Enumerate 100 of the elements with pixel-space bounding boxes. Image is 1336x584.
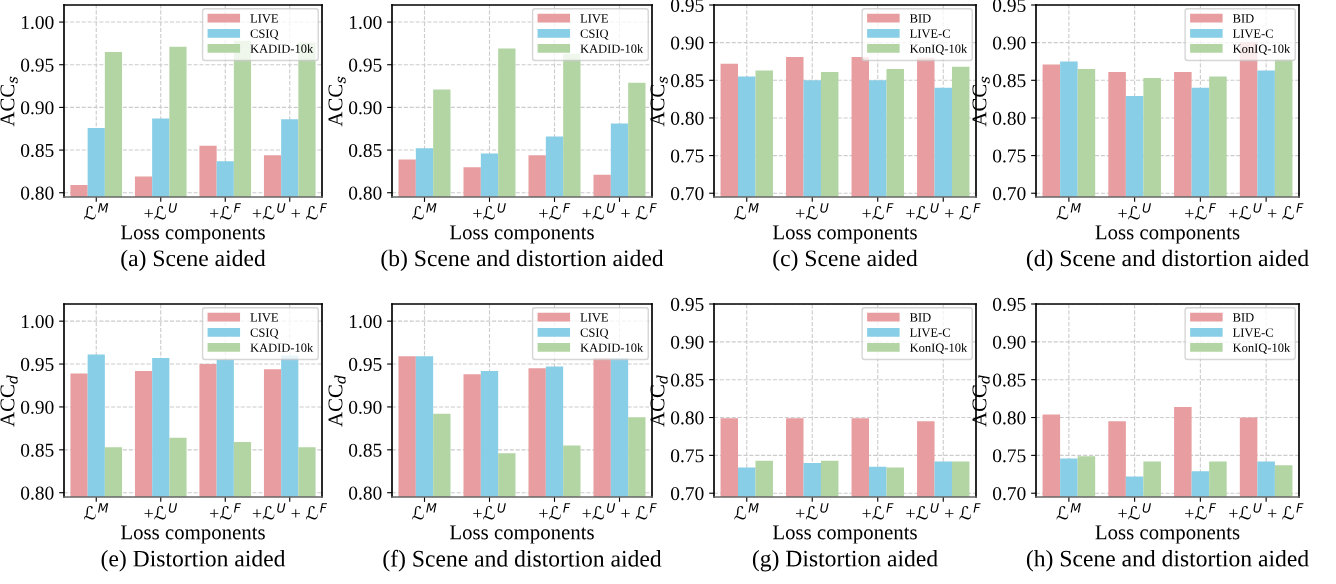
text: (f) Scene and distortion aided xyxy=(383,549,662,572)
y-axis-title: ACC$_{d}$ xyxy=(328,375,346,427)
y-axis-title: ACC$_{s}$ xyxy=(972,76,990,127)
x-tick-label: +ℒ$^{U}$ xyxy=(473,203,506,220)
x-axis-title: Loss components xyxy=(772,525,917,544)
y-tick-label: 0.90 xyxy=(992,36,1026,50)
x-tick-label: ℒ$^{M}$ xyxy=(83,503,109,520)
x-tick-label: +ℒ$^{F}$ xyxy=(209,203,241,220)
x-tick-label: +ℒ$^{U}$ + ℒ$^{F}$ xyxy=(582,503,657,520)
y-tick-label: 0.95 xyxy=(670,297,704,312)
legend-label: KonIQ-10k xyxy=(909,44,968,55)
y-tick-label: 0.95 xyxy=(20,58,54,72)
y-tick-label: 0.85 xyxy=(670,74,704,88)
x-tick-label: +ℒ$^{U}$ xyxy=(144,503,178,520)
y-tick-label: 0.85 xyxy=(670,373,704,387)
x-tick-label: +ℒ$^{U}$ + ℒ$^{F}$ xyxy=(906,503,981,520)
x-tick-label: ℒ$^{M}$ xyxy=(734,503,759,520)
y-tick-label: 0.90 xyxy=(992,335,1026,349)
y-tick-label: 0.70 xyxy=(992,487,1026,501)
y-tick-label: 1.00 xyxy=(21,15,54,30)
x-tick-label: +ℒ$^{F}$ xyxy=(209,503,241,520)
y-tick-label: 0.75 xyxy=(992,149,1026,163)
x-tick-label: ℒ$^{M}$ xyxy=(412,203,437,220)
y-tick-label: 0.80 xyxy=(992,411,1026,425)
y-tick-label: 0.90 xyxy=(20,101,54,115)
y-tick-label: 0.90 xyxy=(20,400,54,414)
y-tick-label: 0.85 xyxy=(20,443,54,457)
legend-label: KonIQ-10k xyxy=(909,343,968,354)
x-axis-title: Loss components xyxy=(449,525,594,544)
y-tick-label: 0.95 xyxy=(992,297,1026,312)
x-axis-title: Loss components xyxy=(772,225,917,244)
legend-label: LIVE xyxy=(580,313,608,322)
y-tick-label: 1.00 xyxy=(349,314,382,329)
legend-label: LIVE xyxy=(250,313,278,322)
x-tick-label: +ℒ$^{U}$ xyxy=(1118,203,1151,220)
y-tick-label: 0.90 xyxy=(670,36,704,50)
legend-label: BID xyxy=(1232,14,1254,23)
y-tick-label: 0.80 xyxy=(670,411,704,425)
y-tick-label: 0.85 xyxy=(348,443,382,457)
x-tick-label: +ℒ$^{F}$ xyxy=(862,503,894,520)
x-tick-label: +ℒ$^{U}$ + ℒ$^{F}$ xyxy=(582,203,657,220)
legend-label: KADID-10k xyxy=(250,44,314,53)
y-tick-label: 1.00 xyxy=(349,15,382,30)
legend-label: KonIQ-10k xyxy=(1232,343,1291,354)
legend-label: CSIQ xyxy=(580,29,609,40)
legend-label: BID xyxy=(909,14,931,23)
x-tick-label: +ℒ$^{U}$ xyxy=(796,203,829,220)
y-tick-label: 0.80 xyxy=(348,186,382,200)
legend-label: LIVE-C xyxy=(909,328,950,337)
legend-label: CSIQ xyxy=(250,29,279,40)
text: (e) Distortion aided xyxy=(101,549,286,572)
y-tick-label: 0.95 xyxy=(348,357,382,372)
text: (h) Scene and distortion aided xyxy=(1026,549,1309,572)
y-tick-label: 0.85 xyxy=(992,74,1026,88)
text: (c) Scene aided xyxy=(773,249,918,272)
y-tick-label: 0.95 xyxy=(20,357,54,372)
x-tick-label: +ℒ$^{U}$ xyxy=(473,503,506,520)
legend-label: LIVE xyxy=(580,14,608,23)
x-axis-title: Loss components xyxy=(1095,225,1240,244)
x-tick-label: +ℒ$^{U}$ xyxy=(1118,503,1151,520)
x-tick-label: +ℒ$^{U}$ + ℒ$^{F}$ xyxy=(906,203,981,220)
y-tick-label: 0.90 xyxy=(348,101,382,115)
x-tick-label: +ℒ$^{U}$ + ℒ$^{F}$ xyxy=(252,503,328,520)
x-tick-label: +ℒ$^{F}$ xyxy=(539,203,571,220)
y-tick-label: 0.85 xyxy=(348,143,382,158)
y-axis-title: ACC$_{d}$ xyxy=(972,375,990,427)
x-tick-label: +ℒ$^{U}$ + ℒ$^{F}$ xyxy=(1229,503,1304,520)
y-tick-label: 0.70 xyxy=(670,487,704,501)
legend-label: CSIQ xyxy=(250,328,279,339)
x-tick-label: ℒ$^{M}$ xyxy=(1056,503,1081,520)
y-axis-title: ACC$_{s}$ xyxy=(328,76,346,127)
x-tick-label: +ℒ$^{F}$ xyxy=(862,203,894,220)
text: (b) Scene and distortion aided xyxy=(381,249,664,272)
text: (a) Scene aided xyxy=(121,249,266,272)
y-axis-title: ACC$_{d}$ xyxy=(650,375,668,427)
x-tick-label: ℒ$^{M}$ xyxy=(412,503,437,520)
x-axis-title: Loss components xyxy=(449,225,594,244)
legend-label: KADID-10k xyxy=(580,343,644,352)
y-tick-label: 0.75 xyxy=(670,449,704,463)
y-tick-label: 0.70 xyxy=(670,187,704,201)
legend-label: KADID-10k xyxy=(580,44,644,53)
text: (d) Scene and distortion aided xyxy=(1026,249,1309,272)
x-tick-label: +ℒ$^{U}$ + ℒ$^{F}$ xyxy=(1229,203,1304,220)
y-tick-label: 0.70 xyxy=(992,187,1026,201)
text: (g) Distortion aided xyxy=(752,549,938,572)
x-axis-title: Loss components xyxy=(120,525,265,544)
y-tick-label: 1.00 xyxy=(21,314,54,329)
y-tick-label: 0.85 xyxy=(20,143,54,158)
y-tick-label: 0.95 xyxy=(348,58,382,72)
y-tick-label: 0.80 xyxy=(348,486,382,500)
legend-label: KADID-10k xyxy=(250,343,314,352)
legend-label: BID xyxy=(1232,313,1254,322)
y-axis-title: ACC$_{s}$ xyxy=(650,76,668,127)
x-tick-label: +ℒ$^{U}$ xyxy=(144,203,178,220)
x-tick-label: ℒ$^{M}$ xyxy=(83,203,109,220)
x-tick-label: ℒ$^{M}$ xyxy=(734,203,759,220)
y-tick-label: 0.90 xyxy=(348,400,382,414)
x-tick-label: +ℒ$^{F}$ xyxy=(1185,503,1217,520)
legend-label: LIVE-C xyxy=(1232,328,1273,337)
x-axis-title: Loss components xyxy=(120,225,265,244)
